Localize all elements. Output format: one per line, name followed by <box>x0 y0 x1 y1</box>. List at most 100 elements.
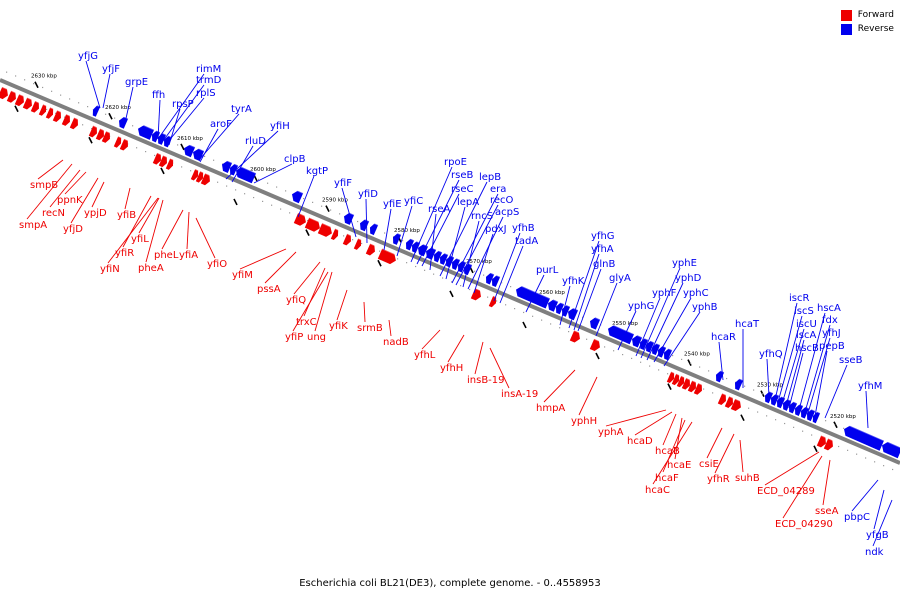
forward-label-leader <box>195 217 216 259</box>
reverse-label-leader <box>467 216 504 290</box>
ruler-dot <box>838 445 840 448</box>
gene-shape <box>30 101 39 113</box>
ruler-dot <box>582 316 584 318</box>
reverse-gene-label: yfiF <box>334 178 352 189</box>
ruler-dot <box>762 393 764 395</box>
gene-highlight <box>557 300 565 305</box>
tick-label: 2620 kbp <box>105 105 131 111</box>
gene-highlight <box>92 124 100 129</box>
reverse-gene-label: yfhQ <box>759 349 783 360</box>
legend-reverse: Reverse <box>840 22 894 36</box>
gene-highlight <box>407 237 415 242</box>
ruler-dot <box>433 273 435 275</box>
ruler-dot <box>672 354 674 357</box>
gene-arrow <box>440 251 449 265</box>
gene-arrow <box>113 135 124 148</box>
reverse-label-leader <box>162 84 205 142</box>
gene-shape <box>230 163 239 176</box>
ruler-dot <box>424 269 426 271</box>
ruler-dot <box>321 205 323 207</box>
ruler-dot <box>802 430 804 432</box>
ruler-dot <box>532 315 534 317</box>
reverse-gene-label: lepB <box>479 172 501 183</box>
gene-arrow <box>193 146 205 162</box>
ruler-dot <box>460 285 462 287</box>
reverse-label-leader <box>429 213 437 271</box>
forward-label-leader <box>122 195 152 248</box>
gene-arrow <box>452 256 461 270</box>
ruler-dot <box>339 213 341 215</box>
reverse-gene-label: fdx <box>822 315 838 326</box>
ruler-dot <box>226 185 228 187</box>
gene-arrow <box>671 373 682 386</box>
forward-label-leader <box>161 209 184 250</box>
forward-label-leader <box>293 261 321 295</box>
reverse-gene-label: yfhK <box>562 276 585 287</box>
gene-highlight <box>1 86 11 92</box>
gene-shape <box>568 308 579 321</box>
reverse-label-leader <box>798 312 826 411</box>
gene-highlight <box>34 100 42 105</box>
forward-gene-label: yfiR <box>115 248 134 259</box>
forward-gene-label: yfiQ <box>286 295 306 306</box>
gene-shape <box>370 223 379 236</box>
gene-highlight <box>345 210 355 216</box>
gene-highlight <box>185 142 196 148</box>
gene-shape <box>158 155 167 168</box>
tick-mark <box>687 359 692 366</box>
forward-label-leader <box>91 181 105 208</box>
tick-label: 2600 kbp <box>250 167 276 173</box>
forward-gene-label: pheL <box>154 250 179 261</box>
ruler-dot <box>244 193 246 195</box>
gene-arrow <box>632 333 643 348</box>
gene-arrow <box>0 86 11 100</box>
forward-label-leader <box>421 329 441 350</box>
gene-shape <box>317 223 332 237</box>
reverse-label-leader <box>646 282 684 361</box>
gene-shape <box>222 160 233 173</box>
forward-label-leader <box>26 163 73 220</box>
legend-forward: Forward <box>840 8 894 22</box>
ruler-dot <box>60 94 62 96</box>
reverse-label-leader <box>595 282 618 337</box>
gene-highlight <box>573 329 583 335</box>
gene-shape <box>666 371 675 384</box>
gene-highlight <box>369 242 378 248</box>
gene-shape <box>569 330 580 343</box>
legend-forward-label: Forward <box>857 10 894 20</box>
gene-arrow <box>158 154 170 168</box>
gene-arrow <box>38 103 49 116</box>
forward-gene-label: yfhH <box>440 363 463 374</box>
gene-highlight <box>493 273 501 278</box>
gene-shape <box>406 238 415 251</box>
gene-shape <box>632 335 643 348</box>
gene-highlight <box>223 158 233 164</box>
gene-shape <box>687 380 696 393</box>
forward-label-leader <box>662 413 677 446</box>
ruler-dot <box>258 178 260 180</box>
gene-arrow <box>22 96 35 110</box>
gene-shape <box>95 128 104 141</box>
reverse-label-leader <box>559 285 571 326</box>
ruler-dot <box>276 186 278 188</box>
forward-gene-label: yfiA <box>179 250 198 261</box>
genome-caption: Escherichia coli BL21(DE3), complete gen… <box>299 578 601 589</box>
ruler-dot <box>667 373 669 375</box>
forward-gene-label: ppnK <box>57 195 83 206</box>
ruler-dot <box>181 166 183 168</box>
reverse-gene-label: yphB <box>692 302 718 313</box>
gene-shape <box>801 406 810 419</box>
gene-arrow <box>789 400 798 414</box>
forward-gene-label: smpA <box>19 220 47 231</box>
gene-highlight <box>73 116 81 121</box>
reverse-gene-label: lepA <box>457 197 479 208</box>
gene-arrow <box>304 216 323 232</box>
ruler-dot <box>357 220 359 223</box>
gene-highlight <box>334 227 341 232</box>
reverse-gene-label: purL <box>536 265 559 276</box>
reverse-label-leader <box>785 339 805 407</box>
gene-highlight <box>308 216 323 224</box>
forward-label-leader <box>543 369 576 403</box>
reverse-gene-label: hscA <box>817 303 841 314</box>
